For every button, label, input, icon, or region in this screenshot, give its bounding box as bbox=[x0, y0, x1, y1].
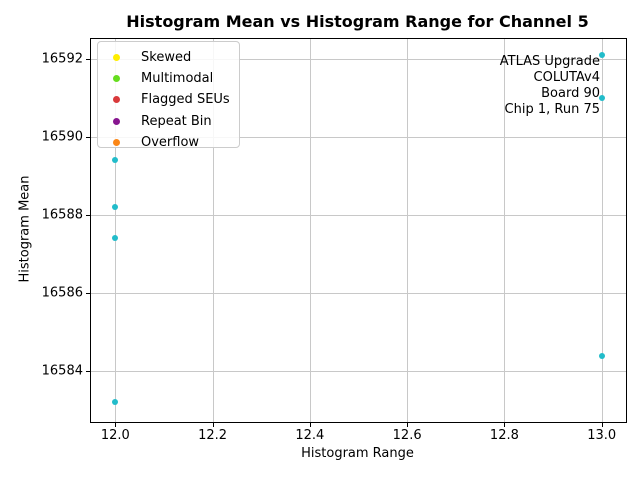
x-tick-mark bbox=[212, 422, 214, 427]
legend-marker-icon bbox=[113, 54, 120, 62]
x-tick-label: 12.2 bbox=[198, 428, 228, 443]
y-axis-label: Histogram Mean bbox=[17, 175, 33, 283]
data-point bbox=[598, 51, 605, 58]
x-axis-label: Histogram Range bbox=[301, 446, 414, 461]
legend-item-label: Repeat Bin bbox=[141, 113, 212, 129]
x-tick-mark bbox=[309, 422, 311, 427]
x-tick-mark bbox=[115, 422, 117, 427]
gridline bbox=[309, 39, 311, 422]
y-tick-label: 16588 bbox=[41, 207, 83, 223]
gridline bbox=[91, 58, 626, 60]
y-tick-mark bbox=[86, 58, 91, 60]
annotation-line: COLUTAv4 bbox=[533, 70, 600, 85]
y-tick-mark bbox=[86, 214, 91, 216]
legend-item: Repeat Bin bbox=[98, 111, 239, 132]
gridline bbox=[91, 136, 626, 138]
y-tick-mark bbox=[86, 136, 91, 138]
y-tick-mark bbox=[86, 293, 91, 295]
gridline bbox=[601, 39, 603, 422]
x-tick-mark bbox=[504, 422, 506, 427]
legend-marker-icon bbox=[113, 75, 120, 83]
legend-item: Skewed bbox=[98, 47, 239, 68]
gridline bbox=[504, 39, 506, 422]
y-tick-label: 16592 bbox=[41, 51, 83, 67]
gridline bbox=[91, 371, 626, 373]
data-point bbox=[598, 352, 605, 359]
x-tick-mark bbox=[407, 422, 409, 427]
gridline bbox=[91, 214, 626, 216]
data-point bbox=[112, 399, 119, 406]
y-tick-label: 16590 bbox=[41, 129, 83, 145]
annotation-line: Board 90 bbox=[541, 86, 600, 101]
chart-title: Histogram Mean vs Histogram Range for Ch… bbox=[126, 12, 589, 31]
annotation-line: ATLAS Upgrade bbox=[499, 54, 600, 69]
gridline bbox=[115, 39, 117, 422]
legend-item-label: Flagged SEUs bbox=[141, 92, 230, 108]
legend-item: Multimodal bbox=[98, 68, 239, 89]
legend-marker-icon bbox=[113, 117, 120, 125]
x-tick-label: 13.0 bbox=[587, 428, 617, 443]
annotation-text: ATLAS Upgrade COLUTAv4 Board 90 Chip 1, Run… bbox=[300, 54, 600, 118]
gridline bbox=[212, 39, 214, 422]
y-tick-label: 16584 bbox=[41, 363, 83, 379]
data-point bbox=[598, 94, 605, 101]
legend: Skewed Multimodal Flagged SEUs Repeat Bin Ov… bbox=[97, 41, 240, 150]
x-tick-label: 12.6 bbox=[392, 428, 422, 443]
data-point bbox=[112, 204, 119, 211]
gridline bbox=[407, 39, 409, 422]
legend-item: Overflow bbox=[98, 132, 239, 153]
legend-item-label: Overflow bbox=[141, 134, 200, 150]
data-point bbox=[112, 235, 119, 242]
y-tick-label: 16586 bbox=[41, 285, 83, 301]
legend-item: Flagged SEUs bbox=[98, 89, 239, 110]
gridline bbox=[91, 293, 626, 295]
x-tick-label: 12.8 bbox=[489, 428, 519, 443]
data-point bbox=[112, 157, 119, 164]
annotation-line: Chip 1, Run 75 bbox=[504, 102, 600, 117]
legend-marker-icon bbox=[113, 96, 120, 104]
legend-marker-icon bbox=[113, 138, 120, 146]
legend-item-label: Skewed bbox=[141, 50, 192, 66]
x-tick-mark bbox=[601, 422, 603, 427]
y-tick-mark bbox=[86, 371, 91, 373]
x-tick-label: 12.0 bbox=[100, 428, 130, 443]
x-tick-label: 12.4 bbox=[295, 428, 325, 443]
legend-item-label: Multimodal bbox=[141, 71, 214, 87]
